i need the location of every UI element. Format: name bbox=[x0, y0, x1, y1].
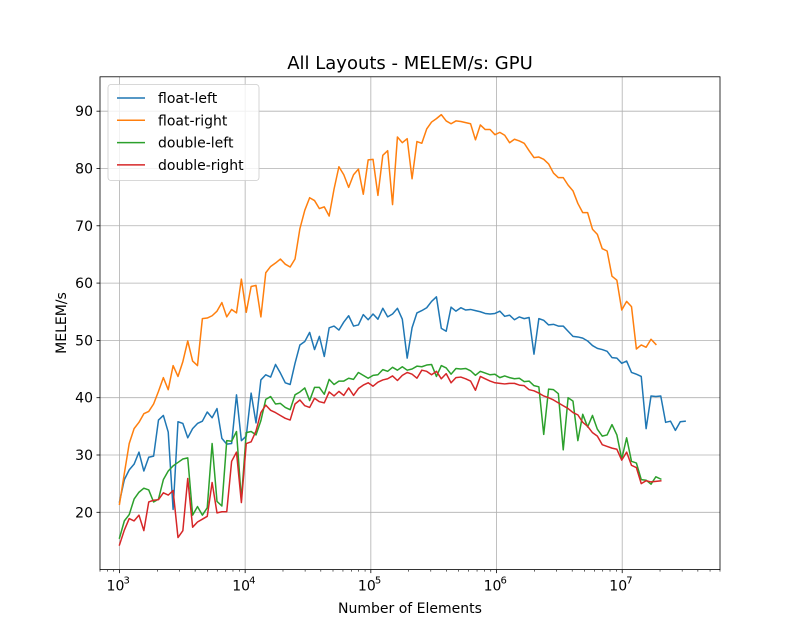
plot-frame bbox=[99, 76, 721, 570]
x-tick-base: 10 bbox=[609, 579, 627, 595]
x-tick-label: 10 5 bbox=[358, 576, 381, 595]
x-tick-label: 10 7 bbox=[609, 576, 632, 595]
x-tick-exponent: 4 bbox=[249, 576, 255, 587]
x-tick-exponent: 5 bbox=[375, 576, 381, 587]
series-line-float-left bbox=[118, 296, 686, 511]
legend-label: double-right bbox=[158, 158, 244, 174]
x-tick-exponent: 7 bbox=[626, 576, 632, 587]
legend: float-left float-right double-left double-r… bbox=[107, 84, 260, 181]
x-tick-base: 10 bbox=[484, 579, 502, 595]
x-tick-exponent: 6 bbox=[501, 576, 507, 587]
x-tick-label: 10 3 bbox=[107, 576, 130, 595]
x-tick-base: 10 bbox=[358, 579, 376, 595]
legend-label: float-right bbox=[158, 113, 228, 129]
chart-title: All Layouts - MELEM/s: GPU bbox=[287, 53, 533, 74]
x-tick-base: 10 bbox=[232, 579, 250, 595]
x-tick-label: 10 4 bbox=[232, 576, 255, 595]
legend-item: double-right bbox=[117, 158, 244, 174]
legend-item: double-left bbox=[117, 136, 234, 152]
series-lines bbox=[118, 113, 686, 546]
legend-box bbox=[107, 84, 260, 181]
y-tick-label: 60 bbox=[75, 276, 93, 292]
y-tick-label: 30 bbox=[75, 448, 93, 464]
y-tick-label: 70 bbox=[75, 219, 93, 235]
legend-label: float-left bbox=[158, 91, 218, 107]
y-tick-label: 20 bbox=[75, 505, 93, 521]
legend-label: double-left bbox=[158, 136, 234, 152]
y-axis-label: MELEM/s bbox=[54, 292, 70, 354]
series-line-double-right bbox=[118, 369, 662, 546]
series-line-float-right bbox=[118, 113, 657, 506]
y-tick-label: 50 bbox=[75, 333, 93, 349]
x-tick-label: 10 6 bbox=[484, 576, 507, 595]
x-tick-exponent: 3 bbox=[123, 576, 129, 587]
y-tick-label: 90 bbox=[75, 104, 93, 120]
legend-item: float-right bbox=[117, 113, 228, 129]
x-axis-label: Number of Elements bbox=[338, 601, 482, 617]
y-tick-label: 40 bbox=[75, 391, 93, 407]
series-line-double-left bbox=[118, 363, 662, 540]
legend-item: float-left bbox=[117, 91, 218, 107]
x-tick-base: 10 bbox=[107, 579, 125, 595]
y-tick-label: 80 bbox=[75, 161, 93, 177]
